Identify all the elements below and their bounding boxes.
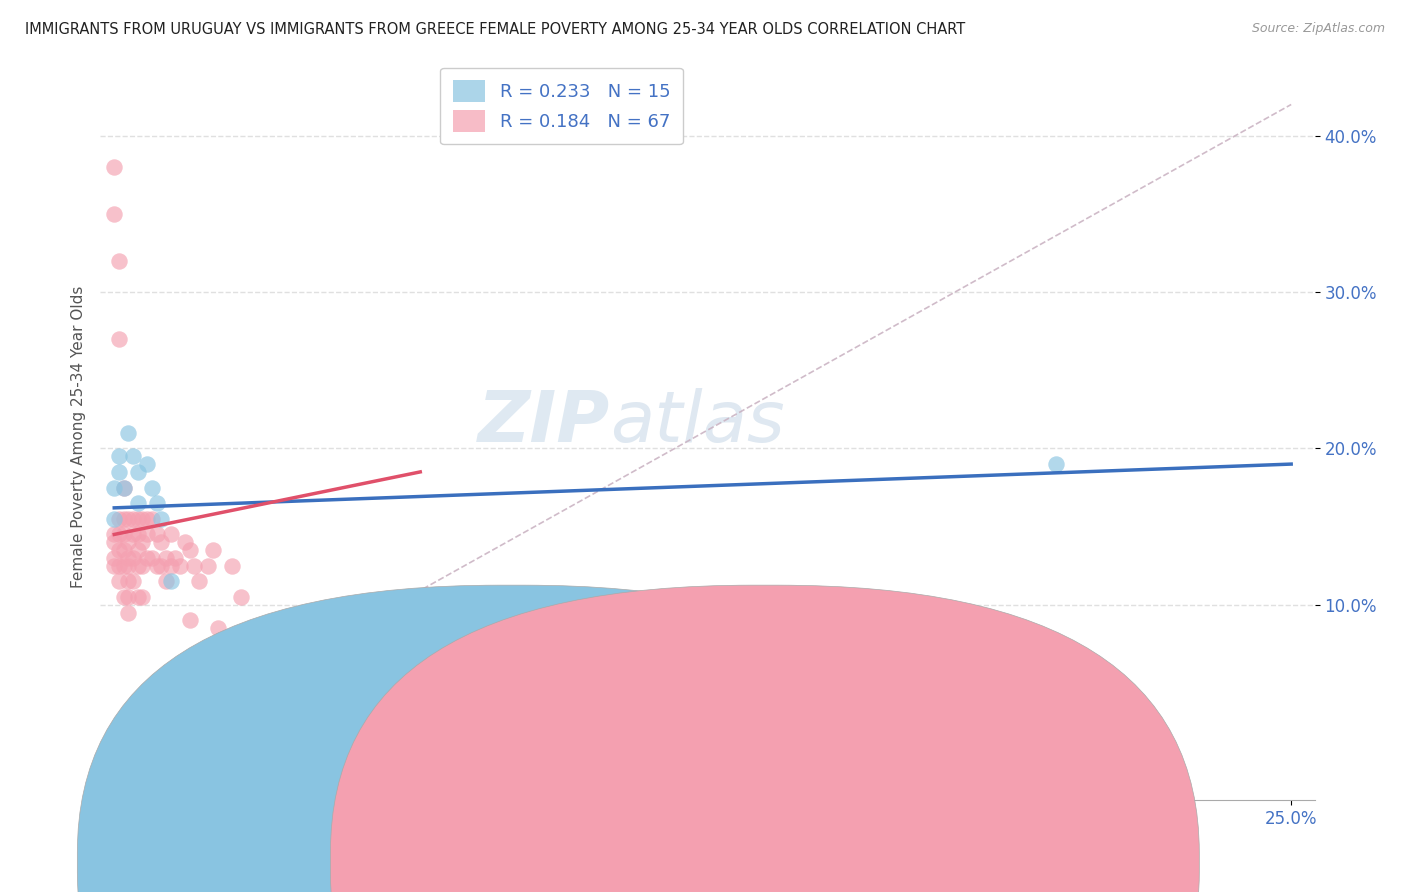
Point: [179, 614, 201, 628]
Point: [127, 543, 149, 558]
Point: [112, 481, 135, 495]
Point: [141, 481, 163, 495]
Point: [117, 425, 139, 440]
Point: [179, 543, 201, 558]
Text: IMMIGRANTS FROM URUGUAY VS IMMIGRANTS FROM GREECE FEMALE POVERTY AMONG 25-34 YEA: IMMIGRANTS FROM URUGUAY VS IMMIGRANTS FR…: [25, 22, 966, 37]
Point: [108, 332, 131, 346]
Point: [117, 558, 139, 573]
Point: [141, 550, 163, 565]
Point: [103, 527, 125, 541]
Point: [207, 621, 229, 635]
Point: [159, 558, 181, 573]
Point: [112, 527, 135, 541]
Point: [155, 550, 177, 565]
Point: [127, 465, 149, 479]
Point: [112, 558, 135, 573]
Point: [108, 512, 131, 526]
Point: [141, 512, 163, 526]
Point: [122, 450, 145, 464]
Text: Source: ZipAtlas.com: Source: ZipAtlas.com: [1251, 22, 1385, 36]
Point: [165, 550, 187, 565]
Point: [103, 160, 125, 174]
Point: [117, 574, 139, 589]
Text: ZIP: ZIP: [478, 388, 610, 457]
Y-axis label: Female Poverty Among 25-34 Year Olds: Female Poverty Among 25-34 Year Olds: [72, 285, 86, 588]
Point: [103, 535, 125, 549]
Point: [103, 207, 125, 221]
Point: [231, 590, 253, 604]
Point: [108, 558, 131, 573]
Point: [1045, 457, 1067, 471]
Point: [103, 550, 125, 565]
Point: [150, 512, 173, 526]
Point: [173, 535, 195, 549]
Point: [112, 543, 135, 558]
Point: [202, 543, 225, 558]
Point: [131, 590, 153, 604]
Point: [108, 543, 131, 558]
Point: [117, 606, 139, 620]
Legend: R = 0.233   N = 15, R = 0.184   N = 67: R = 0.233 N = 15, R = 0.184 N = 67: [440, 68, 683, 145]
Text: Immigrants from Greece: Immigrants from Greece: [789, 855, 977, 870]
Point: [103, 512, 125, 526]
Point: [155, 574, 177, 589]
Point: [127, 527, 149, 541]
Point: [245, 629, 267, 643]
Point: [159, 527, 181, 541]
Point: [103, 558, 125, 573]
Point: [145, 496, 167, 510]
Point: [131, 558, 153, 573]
Point: [117, 550, 139, 565]
Point: [117, 590, 139, 604]
Point: [136, 527, 159, 541]
Point: [112, 590, 135, 604]
Point: [108, 465, 131, 479]
Point: [108, 574, 131, 589]
Point: [131, 512, 153, 526]
Point: [117, 535, 139, 549]
Point: [122, 527, 145, 541]
Point: [169, 558, 191, 573]
Point: [112, 481, 135, 495]
Point: [127, 590, 149, 604]
Point: [145, 527, 167, 541]
Point: [127, 496, 149, 510]
Point: [108, 450, 131, 464]
Text: Immigrants from Uruguay: Immigrants from Uruguay: [536, 855, 734, 870]
Point: [221, 558, 243, 573]
Point: [122, 512, 145, 526]
Point: [136, 550, 159, 565]
Point: [183, 558, 205, 573]
Point: [409, 629, 432, 643]
Point: [131, 535, 153, 549]
Point: [108, 253, 131, 268]
Point: [117, 512, 139, 526]
Point: [188, 574, 211, 589]
Point: [197, 558, 219, 573]
Point: [108, 527, 131, 541]
Point: [103, 481, 125, 495]
Point: [159, 574, 181, 589]
Point: [127, 558, 149, 573]
Point: [136, 457, 159, 471]
Point: [339, 606, 361, 620]
Point: [127, 512, 149, 526]
Point: [122, 574, 145, 589]
Point: [122, 550, 145, 565]
Point: [112, 512, 135, 526]
Point: [145, 558, 167, 573]
Text: atlas: atlas: [610, 388, 785, 457]
Point: [150, 535, 173, 549]
Point: [136, 512, 159, 526]
Point: [150, 558, 173, 573]
